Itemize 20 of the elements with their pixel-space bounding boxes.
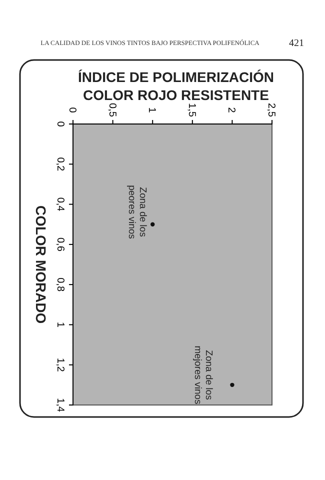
x-tick-label: 0,5: [106, 103, 118, 118]
y-tick-label: 0,6: [54, 237, 66, 252]
x-tick-label: 1: [146, 107, 158, 114]
y-tick-label: 0,8: [54, 278, 66, 292]
x-tick-label: 2: [226, 107, 237, 114]
text: 421: [289, 38, 304, 49]
x-axis-title: COLOR ROJO RESISTENTE: [83, 87, 269, 103]
y-tick-label: 0: [54, 121, 66, 128]
y-tick-label: 0,4: [54, 197, 66, 212]
x-tick-label: 2,5: [266, 103, 276, 118]
x-tick-label: 1,5: [186, 103, 197, 118]
y-axis-title: COLOR MORADO: [33, 205, 49, 324]
y-tick-label: 1,2: [54, 358, 66, 372]
annotation: Zona de los mejores vinos: [192, 346, 214, 405]
y-tick-label: 1,4: [54, 398, 66, 412]
annotation: Zona de los peores vinos: [126, 185, 148, 240]
y-tick-label: 1: [54, 322, 66, 328]
chart-title: ÍNDICE DE POLIMERIZACIÓN: [78, 69, 274, 85]
y-tick-label: 0,2: [54, 157, 66, 172]
x-tick-label: 0: [66, 107, 78, 114]
